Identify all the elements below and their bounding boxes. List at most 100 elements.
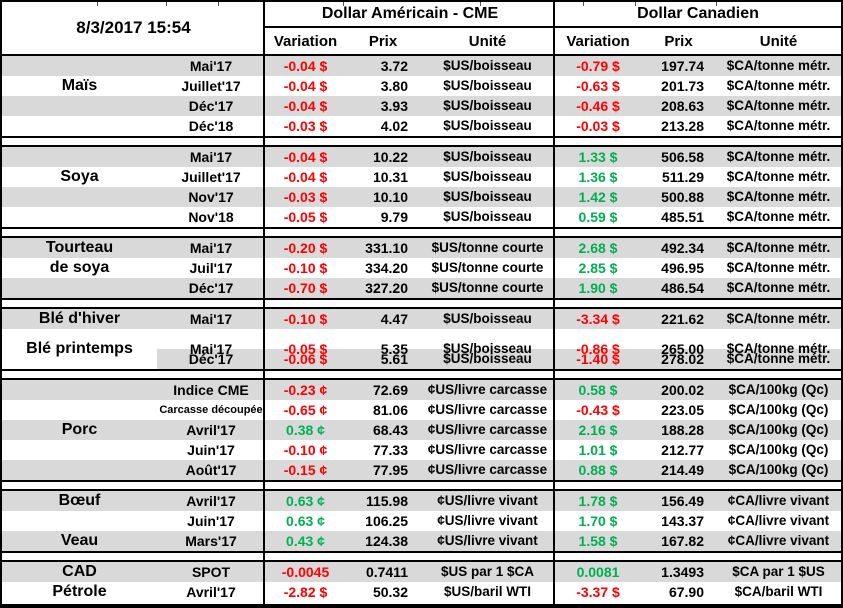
commodity-label: de soya: [49, 259, 110, 276]
ca-unit-label: $CA/100kg (Qc): [728, 382, 829, 398]
top-gridline-tick: [343, 2, 344, 6]
ca-variation-value: 0.59 $: [578, 209, 618, 225]
ca-unit-label: $CA/100kg (Qc): [728, 422, 829, 438]
ca-variation-value: 0.58 $: [578, 382, 618, 398]
top-gridline-tick: [635, 2, 636, 6]
us-variation-value: -0.10 $: [283, 311, 328, 327]
ca-unit-label: $CA/100kg (Qc): [728, 442, 829, 458]
contract-label: Mai'17: [189, 58, 233, 74]
commodity-label: [2, 56, 157, 76]
commodity-label: [2, 116, 157, 136]
us-variation-header: Variation: [273, 32, 338, 50]
table-row: Porc Avril'17 0.38 ¢ 68.43 ¢US/livre car…: [2, 420, 841, 440]
ca-price-value: 506.58: [661, 149, 704, 165]
us-price-value: 77.33: [372, 442, 408, 458]
top-gridline-tick: [97, 2, 98, 6]
us-variation-value: 0.38 ¢: [286, 422, 325, 438]
us-price-value: 10.31: [372, 169, 408, 185]
ca-variation-value: -3.37 $: [576, 584, 620, 600]
us-price-value: 124.38: [365, 533, 408, 549]
table-row: Indice CME -0.23 ¢ 72.69 ¢US/livre carca…: [2, 380, 841, 400]
contract-label: SPOT: [191, 564, 231, 580]
us-unit-label: ¢US/livre carcasse: [427, 422, 548, 438]
ca-variation-value: 1.78 $: [578, 493, 618, 509]
commodity-label: [2, 96, 157, 116]
contract-label: Mai'17: [189, 311, 233, 327]
ca-variation-value: 2.68 $: [578, 240, 618, 256]
table-row: Juin'17 -0.10 ¢ 77.33 ¢US/livre carcasse…: [2, 440, 841, 460]
ca-unit-label: $CA/tonne métr.: [726, 280, 831, 296]
table-row: Mai'17 -0.04 $ 3.72 $US/boisseau -0.79 $…: [2, 56, 841, 76]
commodity-label: Blé printemps: [2, 329, 157, 369]
ca-unit-label: $CA/100kg (Qc): [728, 402, 829, 418]
contract-label: Avril'17: [186, 584, 236, 600]
us-variation-value: -0.10 ¢: [283, 442, 328, 458]
table-row: Nov'18 -0.05 $ 9.79 $US/boisseau 0.59 $ …: [2, 207, 841, 227]
contract-label: Avril'17: [186, 493, 236, 509]
us-unit-label: ¢US/livre carcasse: [427, 382, 548, 398]
commodity-label: [2, 511, 157, 531]
us-unit-label: $US/boisseau: [443, 98, 532, 114]
ca-unit-label: $CA/tonne métr.: [726, 240, 831, 256]
contract-label: Déc'17: [188, 280, 234, 296]
ca-unit-label: $CA/tonne métr.: [726, 341, 831, 357]
us-price-value: 68.43: [372, 422, 408, 438]
us-unit-label: $US/boisseau: [443, 341, 532, 357]
commodity-section: Tourteau Mai'17 -0.20 $ 331.10 $US/tonne…: [2, 236, 841, 300]
table-row: de soya Juil'17 -0.10 $ 334.20 $US/tonne…: [2, 258, 841, 278]
top-gridline-tick: [583, 2, 584, 6]
ca-unit-label: ¢CA/livre vivant: [727, 513, 830, 529]
ca-variation-value: 1.70 $: [578, 513, 618, 529]
ca-variation-value: -3.34 $: [576, 311, 620, 327]
ca-unit-label: $CA/tonne métr.: [726, 98, 831, 114]
top-gridline-tick: [480, 2, 481, 6]
commodity-label: Blé d'hiver: [38, 310, 121, 327]
us-variation-value: -0.04 $: [283, 169, 328, 185]
us-price-value: 106.25: [365, 513, 408, 529]
ca-price-value: 156.49: [661, 493, 704, 509]
us-unit-label: ¢US/livre vivant: [437, 533, 538, 549]
table-row: Nov'17 -0.03 $ 10.10 $US/boisseau 1.42 $…: [2, 187, 841, 207]
commodity-section: Mai'17 -0.04 $ 10.22 $US/boisseau 1.33 $…: [2, 145, 841, 229]
us-dollar-group-header: Dollar Américain - CME: [265, 2, 555, 28]
ca-price-value: 278.02: [661, 351, 704, 367]
section-separator: [2, 138, 841, 145]
us-price-value: 115.98: [365, 493, 408, 509]
timestamp-label: 8/3/2017 15:54: [76, 18, 191, 37]
table-row: Juin'17 0.63 ¢ 106.25 ¢US/livre vivant 1…: [2, 511, 841, 531]
ca-unit-label: $CA/100kg (Qc): [728, 462, 829, 478]
commodity-label: CAD: [62, 563, 97, 580]
ca-price-value: 485.51: [661, 209, 704, 225]
us-variation-value: -0.0045: [281, 564, 330, 580]
table-row: Blé d'hiver Mai'17 -0.10 $ 4.47 $US/bois…: [2, 309, 841, 329]
us-unit-label: ¢US/livre vivant: [437, 493, 538, 509]
section-separator: [2, 371, 841, 378]
us-unit-label: $US/boisseau: [443, 209, 532, 225]
ca-variation-value: 1.42 $: [578, 189, 618, 205]
us-unit-label: $US/tonne courte: [431, 280, 544, 296]
ca-variation-value: 0.88 $: [578, 462, 618, 478]
contract-label: Mai'17: [189, 149, 233, 165]
commodity-section: Blé d'hiver Mai'17 -0.10 $ 4.47 $US/bois…: [2, 307, 841, 371]
ca-unit-label: ¢CA/livre vivant: [727, 533, 830, 549]
contract-label: Mars'17: [185, 533, 237, 549]
contract-label: Nov'17: [188, 189, 234, 205]
ca-variation-value: 2.16 $: [578, 422, 618, 438]
us-variation-value: -0.10 $: [283, 260, 328, 276]
us-variation-value: -0.65 ¢: [283, 402, 328, 418]
ca-unit-label: $CA/tonne métr.: [726, 209, 831, 225]
ca-price-value: 1.3493: [661, 564, 704, 580]
ca-unit-label: $CA/tonne métr.: [726, 189, 831, 205]
us-unit-label: $US/baril WTI: [443, 584, 531, 600]
table-row: Tourteau Mai'17 -0.20 $ 331.10 $US/tonne…: [2, 238, 841, 258]
us-variation-value: -0.05 $: [283, 209, 328, 225]
contract-label: Avril'17: [186, 422, 236, 438]
us-price-value: 0.7411: [365, 564, 408, 580]
commodity-label: Maïs: [61, 77, 98, 94]
contract-label: Juillet'17: [181, 169, 241, 185]
us-unit-label: $US/tonne courte: [431, 240, 544, 256]
commodity-label: Soya: [60, 168, 99, 185]
ca-price-value: 212.77: [661, 442, 704, 458]
us-unit-label: $US/boisseau: [443, 149, 532, 165]
ca-price-value: 197.74: [661, 58, 704, 74]
